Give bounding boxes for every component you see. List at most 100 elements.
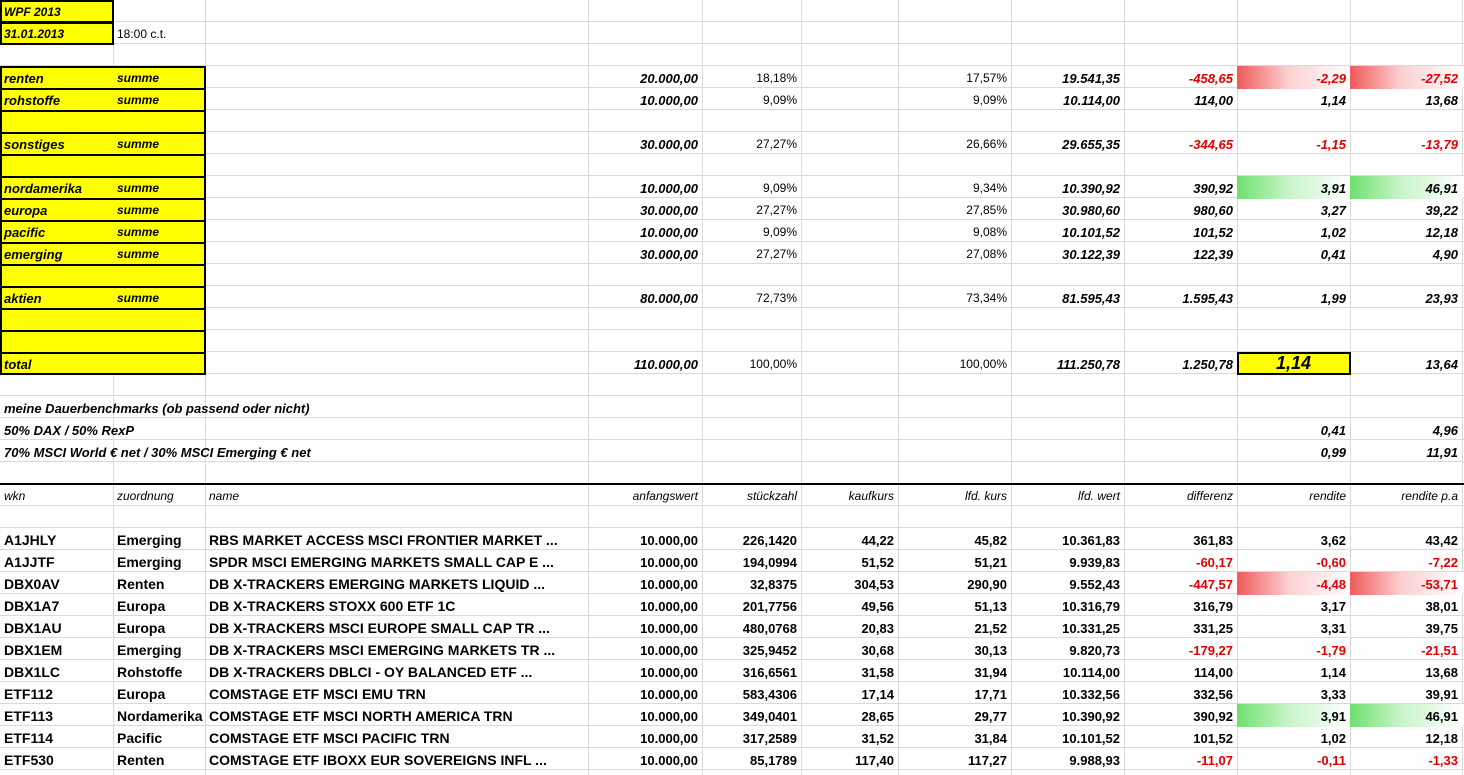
cell: A1JJTF — [4, 554, 55, 570]
cell: 30.980,60 — [1062, 203, 1120, 218]
cell: 10.000,00 — [640, 577, 698, 592]
cell: 32,8375 — [750, 577, 797, 592]
cell: 4,96 — [1432, 423, 1458, 438]
highlight — [1350, 66, 1463, 89]
cell: 27,27% — [756, 203, 797, 217]
cell: 290,90 — [967, 577, 1007, 592]
cell: emerging — [4, 247, 63, 262]
column-line — [702, 0, 703, 775]
cell: -447,57 — [1188, 577, 1233, 592]
cell: 72,73% — [756, 291, 797, 305]
cell: 12,18 — [1425, 731, 1458, 746]
cell: 1,99 — [1320, 291, 1346, 306]
cell: summe — [117, 181, 160, 195]
cell: total — [4, 357, 32, 372]
cell: 1,02 — [1320, 225, 1346, 240]
cell: 13,68 — [1425, 665, 1458, 680]
highlight — [1350, 176, 1463, 199]
cell: 10.000,00 — [640, 599, 698, 614]
cell: 50% DAX / 50% RexP — [4, 423, 135, 438]
cell: pacific — [4, 225, 46, 240]
cell: 316,6561 — [742, 665, 797, 680]
cell: 27,27% — [756, 137, 797, 151]
cell: 361,83 — [1193, 533, 1233, 548]
cell: 39,22 — [1425, 203, 1458, 218]
cell: DB X-TRACKERS EMERGING MARKETS LIQUID ..… — [209, 576, 546, 592]
cell: 10.000,00 — [640, 687, 698, 702]
cell: 10.332,56 — [1062, 687, 1120, 702]
cell: 101,52 — [1193, 225, 1233, 240]
cell: 20,83 — [861, 621, 894, 636]
cell: WPF 2013 — [4, 5, 61, 19]
row-line — [0, 198, 205, 200]
cell: -7,22 — [1428, 555, 1458, 570]
cell: 10.000,00 — [640, 555, 698, 570]
cell: 10.316,79 — [1062, 599, 1120, 614]
cell: -179,27 — [1188, 643, 1233, 658]
cell: -21,51 — [1421, 643, 1458, 658]
cell: 331,25 — [1193, 621, 1233, 636]
cell: 10.114,00 — [1062, 665, 1120, 680]
cell: lfd. kurs — [964, 489, 1007, 503]
cell: 1.250,78 — [1182, 357, 1233, 372]
cell: 46,91 — [1425, 181, 1458, 196]
cell: 114,00 — [1193, 665, 1233, 680]
cell: lfd. wert — [1077, 489, 1120, 503]
cell: 45,82 — [974, 533, 1007, 548]
row-line — [0, 176, 205, 178]
cell: 201,7756 — [742, 599, 797, 614]
cell: 70% MSCI World € net / 30% MSCI Emerging… — [4, 445, 311, 460]
highlight — [1350, 704, 1463, 727]
highlight — [1237, 704, 1351, 727]
cell: -27,52 — [1421, 71, 1458, 86]
cell: summe — [117, 93, 160, 107]
cell: 13,64 — [1425, 357, 1458, 372]
cell: rendite p.a — [1401, 489, 1458, 503]
cell: 13,68 — [1425, 93, 1458, 108]
cell: 390,92 — [1193, 709, 1233, 724]
cell: 29.655,35 — [1062, 137, 1120, 152]
cell: 1.595,43 — [1182, 291, 1233, 306]
cell: 9.820,73 — [1069, 643, 1120, 658]
cell: ETF530 — [4, 752, 54, 768]
cell: COMSTAGE ETF MSCI EMU TRN — [209, 686, 426, 702]
cell: 583,4306 — [742, 687, 797, 702]
row-line — [0, 242, 205, 244]
cell: rohstoffe — [4, 93, 61, 108]
cell: 10.000,00 — [640, 731, 698, 746]
cell: -60,17 — [1196, 555, 1233, 570]
cell: -1,15 — [1316, 137, 1346, 152]
cell: 10.114,00 — [1063, 93, 1120, 108]
cell: 29,77 — [974, 709, 1007, 724]
cell: 9,09% — [972, 93, 1007, 107]
cell: 80.000,00 — [640, 291, 698, 306]
row-line — [0, 286, 205, 288]
row-line — [0, 264, 205, 266]
cell: COMSTAGE ETF IBOXX EUR SOVEREIGNS INFL .… — [209, 752, 547, 768]
cell: 3,91 — [1320, 709, 1346, 724]
cell: DBX1AU — [4, 620, 62, 636]
row-line — [0, 88, 205, 90]
cell: DBX1LC — [4, 664, 61, 680]
cell: zuordnung — [117, 489, 174, 503]
cell: summe — [117, 225, 160, 239]
cell: 0,41 — [1320, 423, 1346, 438]
row-line — [0, 110, 205, 112]
column-line — [898, 0, 899, 775]
cell: 11,91 — [1426, 445, 1458, 460]
cell: COMSTAGE ETF MSCI PACIFIC TRN — [209, 730, 450, 746]
cell: 73,34% — [966, 291, 1007, 305]
cell: renten — [4, 71, 44, 86]
cell: Nordamerika — [117, 708, 203, 724]
cell: ETF114 — [4, 730, 54, 746]
cell: 9,09% — [762, 225, 797, 239]
cell: summe — [117, 291, 160, 305]
cell: 30.000,00 — [640, 137, 698, 152]
highlight — [1237, 176, 1351, 199]
cell: 117,40 — [854, 753, 894, 768]
cell: sonstiges — [4, 137, 65, 152]
cell: 12,18 — [1425, 225, 1458, 240]
cell: 26,66% — [966, 137, 1007, 151]
cell: 27,27% — [756, 247, 797, 261]
